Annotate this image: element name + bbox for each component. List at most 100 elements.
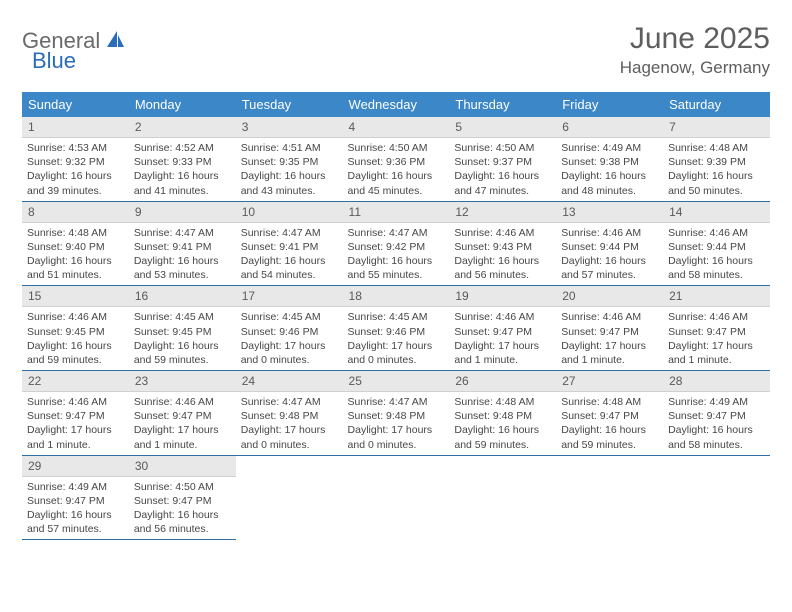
calendar-cell-empty bbox=[343, 455, 450, 540]
calendar-cell: 6Sunrise: 4:49 AMSunset: 9:38 PMDaylight… bbox=[556, 117, 663, 201]
calendar-cell: 30Sunrise: 4:50 AMSunset: 9:47 PMDayligh… bbox=[129, 455, 236, 540]
calendar-row: 8Sunrise: 4:48 AMSunset: 9:40 PMDaylight… bbox=[22, 201, 770, 286]
weekday-header: Friday bbox=[556, 92, 663, 117]
day-number: 19 bbox=[449, 286, 556, 307]
calendar-cell: 20Sunrise: 4:46 AMSunset: 9:47 PMDayligh… bbox=[556, 286, 663, 371]
calendar-cell-empty bbox=[556, 455, 663, 540]
calendar-row: 1Sunrise: 4:53 AMSunset: 9:32 PMDaylight… bbox=[22, 117, 770, 201]
calendar-cell: 27Sunrise: 4:48 AMSunset: 9:47 PMDayligh… bbox=[556, 371, 663, 456]
weekday-header-row: Sunday Monday Tuesday Wednesday Thursday… bbox=[22, 92, 770, 117]
calendar-cell: 5Sunrise: 4:50 AMSunset: 9:37 PMDaylight… bbox=[449, 117, 556, 201]
day-details: Sunrise: 4:49 AMSunset: 9:47 PMDaylight:… bbox=[22, 477, 129, 540]
calendar-table: Sunday Monday Tuesday Wednesday Thursday… bbox=[22, 92, 770, 540]
day-number: 8 bbox=[22, 202, 129, 223]
location: Hagenow, Germany bbox=[620, 58, 770, 78]
calendar-cell: 7Sunrise: 4:48 AMSunset: 9:39 PMDaylight… bbox=[663, 117, 770, 201]
day-details: Sunrise: 4:46 AMSunset: 9:47 PMDaylight:… bbox=[22, 392, 129, 455]
day-details: Sunrise: 4:45 AMSunset: 9:45 PMDaylight:… bbox=[129, 307, 236, 370]
calendar-cell: 3Sunrise: 4:51 AMSunset: 9:35 PMDaylight… bbox=[236, 117, 343, 201]
day-number: 7 bbox=[663, 117, 770, 138]
day-number: 25 bbox=[343, 371, 450, 392]
day-details: Sunrise: 4:47 AMSunset: 9:48 PMDaylight:… bbox=[343, 392, 450, 455]
day-number: 20 bbox=[556, 286, 663, 307]
day-number: 11 bbox=[343, 202, 450, 223]
calendar-cell: 17Sunrise: 4:45 AMSunset: 9:46 PMDayligh… bbox=[236, 286, 343, 371]
weekday-header: Sunday bbox=[22, 92, 129, 117]
calendar-cell-empty bbox=[236, 455, 343, 540]
day-details: Sunrise: 4:51 AMSunset: 9:35 PMDaylight:… bbox=[236, 138, 343, 201]
calendar-cell: 22Sunrise: 4:46 AMSunset: 9:47 PMDayligh… bbox=[22, 371, 129, 456]
day-details: Sunrise: 4:48 AMSunset: 9:47 PMDaylight:… bbox=[556, 392, 663, 455]
calendar-cell: 14Sunrise: 4:46 AMSunset: 9:44 PMDayligh… bbox=[663, 201, 770, 286]
day-number: 2 bbox=[129, 117, 236, 138]
calendar-cell: 8Sunrise: 4:48 AMSunset: 9:40 PMDaylight… bbox=[22, 201, 129, 286]
day-number: 5 bbox=[449, 117, 556, 138]
calendar-cell: 18Sunrise: 4:45 AMSunset: 9:46 PMDayligh… bbox=[343, 286, 450, 371]
day-number: 3 bbox=[236, 117, 343, 138]
day-number: 9 bbox=[129, 202, 236, 223]
day-details: Sunrise: 4:45 AMSunset: 9:46 PMDaylight:… bbox=[236, 307, 343, 370]
day-number: 6 bbox=[556, 117, 663, 138]
calendar-cell: 10Sunrise: 4:47 AMSunset: 9:41 PMDayligh… bbox=[236, 201, 343, 286]
day-details: Sunrise: 4:46 AMSunset: 9:47 PMDaylight:… bbox=[556, 307, 663, 370]
day-number: 26 bbox=[449, 371, 556, 392]
day-number: 27 bbox=[556, 371, 663, 392]
day-details: Sunrise: 4:52 AMSunset: 9:33 PMDaylight:… bbox=[129, 138, 236, 201]
weekday-header: Tuesday bbox=[236, 92, 343, 117]
day-details: Sunrise: 4:53 AMSunset: 9:32 PMDaylight:… bbox=[22, 138, 129, 201]
day-details: Sunrise: 4:50 AMSunset: 9:47 PMDaylight:… bbox=[129, 477, 236, 540]
day-details: Sunrise: 4:46 AMSunset: 9:47 PMDaylight:… bbox=[129, 392, 236, 455]
calendar-cell: 24Sunrise: 4:47 AMSunset: 9:48 PMDayligh… bbox=[236, 371, 343, 456]
calendar-cell: 26Sunrise: 4:48 AMSunset: 9:48 PMDayligh… bbox=[449, 371, 556, 456]
day-number: 30 bbox=[129, 456, 236, 477]
day-details: Sunrise: 4:47 AMSunset: 9:41 PMDaylight:… bbox=[129, 223, 236, 286]
day-details: Sunrise: 4:46 AMSunset: 9:47 PMDaylight:… bbox=[449, 307, 556, 370]
day-number: 12 bbox=[449, 202, 556, 223]
calendar-cell: 12Sunrise: 4:46 AMSunset: 9:43 PMDayligh… bbox=[449, 201, 556, 286]
calendar-cell: 16Sunrise: 4:45 AMSunset: 9:45 PMDayligh… bbox=[129, 286, 236, 371]
calendar-row: 15Sunrise: 4:46 AMSunset: 9:45 PMDayligh… bbox=[22, 286, 770, 371]
weekday-header: Saturday bbox=[663, 92, 770, 117]
day-details: Sunrise: 4:46 AMSunset: 9:47 PMDaylight:… bbox=[663, 307, 770, 370]
day-number: 21 bbox=[663, 286, 770, 307]
day-number: 23 bbox=[129, 371, 236, 392]
day-number: 4 bbox=[343, 117, 450, 138]
calendar-cell: 4Sunrise: 4:50 AMSunset: 9:36 PMDaylight… bbox=[343, 117, 450, 201]
day-details: Sunrise: 4:45 AMSunset: 9:46 PMDaylight:… bbox=[343, 307, 450, 370]
logo-text-blue: Blue bbox=[32, 48, 76, 73]
day-number: 15 bbox=[22, 286, 129, 307]
day-details: Sunrise: 4:46 AMSunset: 9:44 PMDaylight:… bbox=[556, 223, 663, 286]
day-number: 10 bbox=[236, 202, 343, 223]
calendar-cell: 15Sunrise: 4:46 AMSunset: 9:45 PMDayligh… bbox=[22, 286, 129, 371]
weekday-header: Thursday bbox=[449, 92, 556, 117]
calendar-cell: 11Sunrise: 4:47 AMSunset: 9:42 PMDayligh… bbox=[343, 201, 450, 286]
day-details: Sunrise: 4:47 AMSunset: 9:48 PMDaylight:… bbox=[236, 392, 343, 455]
day-details: Sunrise: 4:46 AMSunset: 9:43 PMDaylight:… bbox=[449, 223, 556, 286]
calendar-cell: 28Sunrise: 4:49 AMSunset: 9:47 PMDayligh… bbox=[663, 371, 770, 456]
logo-text-blue-wrap: Blue bbox=[32, 48, 76, 74]
day-details: Sunrise: 4:50 AMSunset: 9:37 PMDaylight:… bbox=[449, 138, 556, 201]
calendar-cell: 21Sunrise: 4:46 AMSunset: 9:47 PMDayligh… bbox=[663, 286, 770, 371]
header: General June 2025 Hagenow, Germany bbox=[22, 22, 770, 78]
day-details: Sunrise: 4:48 AMSunset: 9:39 PMDaylight:… bbox=[663, 138, 770, 201]
calendar-row: 29Sunrise: 4:49 AMSunset: 9:47 PMDayligh… bbox=[22, 455, 770, 540]
day-number: 18 bbox=[343, 286, 450, 307]
day-details: Sunrise: 4:49 AMSunset: 9:47 PMDaylight:… bbox=[663, 392, 770, 455]
day-number: 24 bbox=[236, 371, 343, 392]
day-number: 17 bbox=[236, 286, 343, 307]
day-details: Sunrise: 4:50 AMSunset: 9:36 PMDaylight:… bbox=[343, 138, 450, 201]
day-number: 16 bbox=[129, 286, 236, 307]
calendar-cell: 29Sunrise: 4:49 AMSunset: 9:47 PMDayligh… bbox=[22, 455, 129, 540]
day-details: Sunrise: 4:48 AMSunset: 9:48 PMDaylight:… bbox=[449, 392, 556, 455]
calendar-cell-empty bbox=[663, 455, 770, 540]
weekday-header: Monday bbox=[129, 92, 236, 117]
calendar-cell: 1Sunrise: 4:53 AMSunset: 9:32 PMDaylight… bbox=[22, 117, 129, 201]
sail-icon bbox=[104, 29, 126, 54]
calendar-cell-empty bbox=[449, 455, 556, 540]
day-details: Sunrise: 4:46 AMSunset: 9:44 PMDaylight:… bbox=[663, 223, 770, 286]
day-number: 13 bbox=[556, 202, 663, 223]
day-details: Sunrise: 4:47 AMSunset: 9:42 PMDaylight:… bbox=[343, 223, 450, 286]
day-number: 28 bbox=[663, 371, 770, 392]
calendar-cell: 13Sunrise: 4:46 AMSunset: 9:44 PMDayligh… bbox=[556, 201, 663, 286]
calendar-cell: 25Sunrise: 4:47 AMSunset: 9:48 PMDayligh… bbox=[343, 371, 450, 456]
